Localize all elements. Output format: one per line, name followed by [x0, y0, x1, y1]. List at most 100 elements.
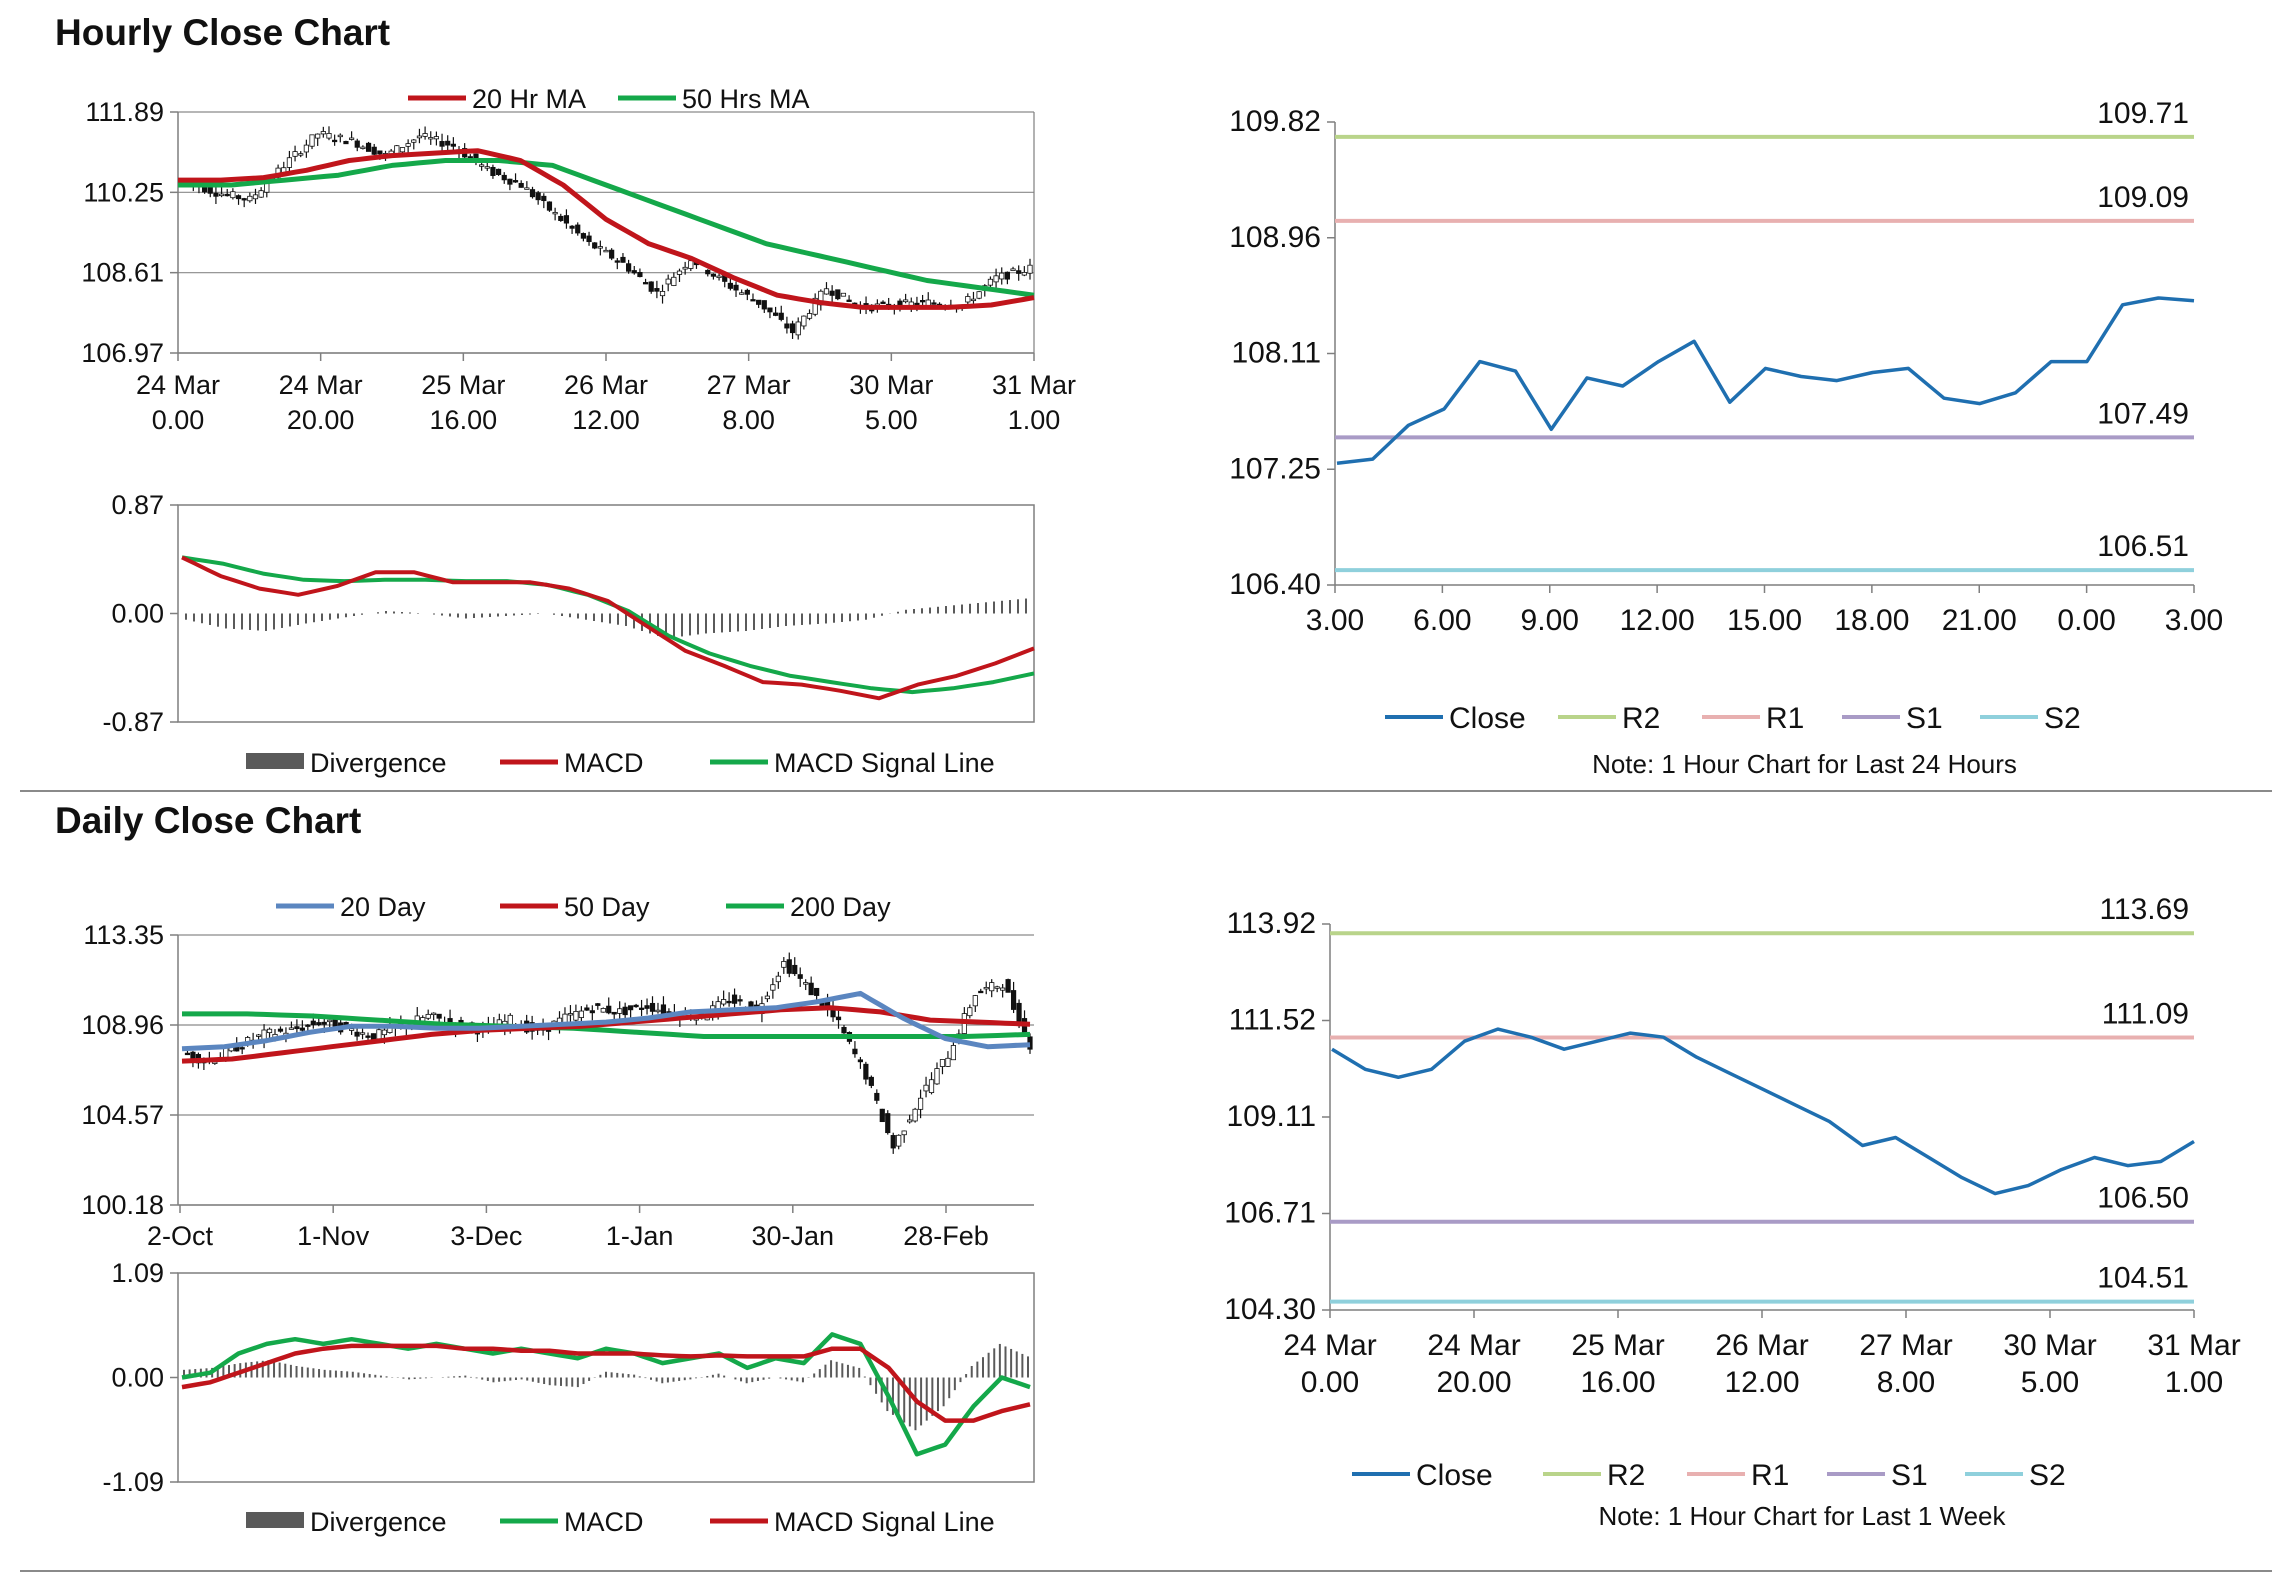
hourly-candles-candle-body — [609, 249, 615, 259]
daily-candles-candle-body — [770, 984, 776, 991]
daily-candles-candle-body — [425, 1013, 431, 1019]
daily-candles-candle-body — [721, 999, 727, 1005]
daily-candles-candle-body — [316, 1022, 322, 1026]
hourly-candles-ytick-label: 110.25 — [83, 177, 164, 207]
hourly-candles-candle-body — [326, 133, 332, 139]
daily-candles-candle-body — [726, 1000, 732, 1004]
hourly-candles-candle-body — [365, 142, 372, 152]
daily-candles-candle-body — [775, 975, 781, 983]
daily-candles-candle-body — [972, 995, 978, 1007]
last-1-week-level-s1-label: 106.50 — [2097, 1182, 2189, 1215]
hourly-candles-candle-body — [716, 275, 722, 278]
last-24h-legend-r1-label: R1 — [1766, 702, 1804, 735]
daily-candles-candle-body — [983, 987, 989, 990]
hourly-candles-xtick-time: 5.00 — [865, 405, 918, 435]
hourly-candles-candle-body — [620, 256, 626, 263]
hourly-candles-candle-body — [439, 141, 445, 147]
daily-candles-ytick-label: 113.35 — [83, 920, 164, 950]
last-1-week-xtick-date: 25 Mar — [1571, 1329, 1664, 1362]
daily-candles-candle-body — [436, 1013, 442, 1019]
daily-candles-candle-body — [589, 1010, 595, 1014]
last-1-week-xtick-time: 0.00 — [1301, 1366, 1359, 1399]
daily-candles-candle-body — [288, 1027, 295, 1030]
daily-200day-line — [182, 1011, 1031, 1039]
hourly-candles-xtick-time: 20.00 — [287, 405, 355, 435]
daily-candles-candle-body — [1000, 987, 1006, 991]
hourly-candles-candle-body — [744, 289, 750, 295]
daily-candles-candle-body — [622, 1006, 628, 1016]
hourly-candles-candle-body — [467, 156, 473, 159]
last-1-week-ytick-label: 111.52 — [1229, 1004, 1316, 1037]
daily-macd-ytick-label: 1.09 — [111, 1258, 164, 1288]
daily-candles-candle-body — [950, 1045, 957, 1061]
hourly-macd-ytick-label: -0.87 — [102, 707, 164, 737]
hourly-candles-candle-body — [688, 260, 694, 269]
hourly-candles-candle-body — [428, 137, 434, 140]
last-24h-xtick-label: 3.00 — [2165, 604, 2223, 637]
hourly-candles-candle-body — [501, 174, 507, 181]
daily-candles-candle-body — [912, 1108, 918, 1122]
daily-candles-candle-body — [327, 1019, 333, 1023]
daily-candles-candle-body — [923, 1084, 929, 1092]
last-1-week-xtick-date: 30 Mar — [2003, 1329, 2096, 1362]
legend-daily-macd-label: MACD — [564, 1507, 644, 1537]
daily-candles-candle-body — [901, 1130, 907, 1136]
last-1-week-xtick-time: 5.00 — [2021, 1366, 2079, 1399]
daily-candles-candle-body — [381, 1029, 388, 1036]
daily-candles-candle-body — [255, 1034, 262, 1037]
daily-candles-candle-body — [1005, 979, 1011, 993]
hourly-candles-candle-body — [999, 272, 1005, 280]
hourly-candles-candle-body — [569, 225, 575, 229]
hourly-candles-candle-body — [976, 291, 982, 299]
hourly-candles-candle-body — [739, 292, 745, 295]
hourly-candles-candle-body — [970, 298, 977, 302]
hourly-candles-candle-body — [258, 190, 264, 198]
daily-candles-candle-body — [573, 1011, 579, 1021]
daily-candles-candle-body — [277, 1028, 284, 1032]
daily-candles-candle-body — [266, 1028, 273, 1034]
hourly-candles-candle-body — [490, 166, 496, 176]
daily-candles-candle-body — [737, 999, 743, 1002]
hourly-candles-candle-body — [835, 289, 841, 300]
hourly-candles-candle-body — [479, 164, 485, 167]
hourly-candles-candle-body — [880, 301, 886, 304]
daily-candles-candle-body — [808, 982, 814, 996]
last-1-week-level-r1-label: 111.09 — [2102, 998, 2189, 1031]
daily-candles-xtick-label: 1-Nov — [297, 1221, 370, 1251]
daily-candles-candle-body — [939, 1059, 946, 1067]
hourly-candles-candle-body — [541, 195, 547, 202]
hourly-candles-candle-body — [631, 270, 637, 274]
hourly-candles-xtick-date: 27 Mar — [707, 370, 791, 400]
daily-candles-candle-body — [184, 1052, 191, 1056]
hourly-candles-candle-body — [846, 299, 852, 302]
last-1-week-xtick-date: 31 Mar — [2147, 1329, 2240, 1362]
hourly-candles-xtick-time: 8.00 — [722, 405, 775, 435]
hourly-candles-candle-body — [1021, 272, 1027, 276]
hourly-candles-candle-body — [405, 143, 411, 147]
hourly-candles-candle-body — [1004, 271, 1010, 280]
hourly-candles-candle-body — [965, 296, 971, 303]
daily-candles-candle-body — [792, 964, 798, 975]
last-24h-ytick-label: 108.96 — [1229, 221, 1321, 254]
hourly-candles-candle-body — [710, 273, 717, 277]
hourly-candles-xtick-date: 26 Mar — [564, 370, 648, 400]
hourly-candles-candle-body — [371, 146, 377, 155]
last-24h-level-s2-label: 106.51 — [2097, 530, 2189, 563]
daily-candles-candle-body — [458, 1019, 464, 1023]
hourly-candles-candle-body — [642, 282, 649, 285]
last-1-week-level-r2-label: 113.69 — [2099, 893, 2189, 926]
daily-candles-candle-body — [611, 1011, 617, 1015]
last-24h-ytick-label: 106.40 — [1229, 568, 1321, 601]
daily-candles-candle-body — [885, 1113, 891, 1134]
daily-section-title: Daily Close Chart — [55, 800, 362, 841]
last-1-week-xtick-date: 27 Mar — [1859, 1329, 1952, 1362]
daily-candles-candle-body — [606, 1005, 612, 1014]
hourly-candles-ytick-label: 108.61 — [81, 258, 164, 288]
last-24h-note: Note: 1 Hour Chart for Last 24 Hours — [1592, 749, 2017, 779]
hourly-candles-candle-body — [761, 300, 767, 310]
hourly-candles-candle-body — [993, 275, 999, 283]
daily-macd-ytick-label: 0.00 — [111, 1363, 164, 1393]
legend-20-day-label: 20 Day — [340, 892, 426, 922]
hourly-candles-xtick-time: 1.00 — [1008, 405, 1061, 435]
